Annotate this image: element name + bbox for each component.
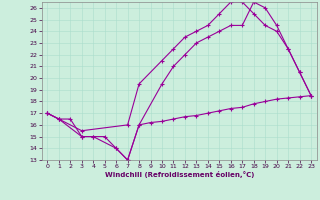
X-axis label: Windchill (Refroidissement éolien,°C): Windchill (Refroidissement éolien,°C) bbox=[105, 171, 254, 178]
